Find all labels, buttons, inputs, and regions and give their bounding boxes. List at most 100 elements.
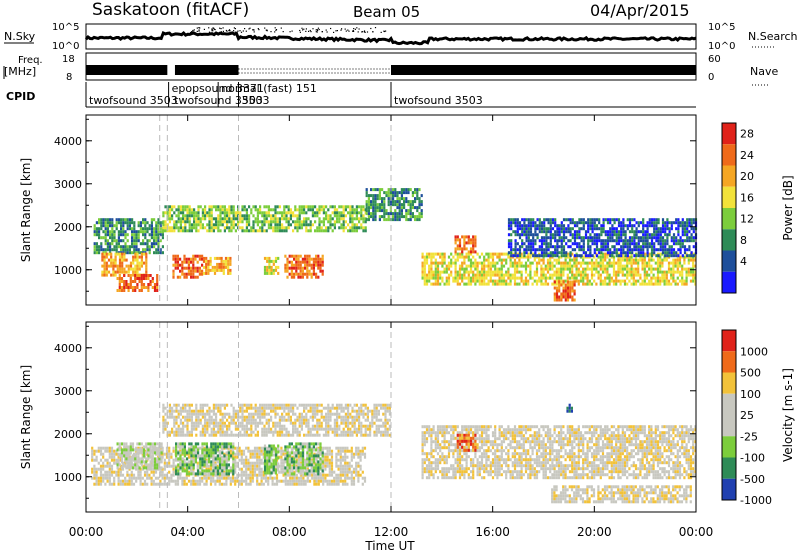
power-cell — [609, 236, 612, 240]
power-cell — [664, 233, 667, 237]
power-cell — [436, 270, 440, 274]
power-cell — [230, 223, 233, 227]
velocity-cell — [357, 455, 360, 459]
velocity-cell — [146, 476, 149, 480]
power-cell — [285, 220, 288, 224]
power-cell — [423, 258, 426, 262]
power-cell — [628, 230, 632, 234]
power-cell — [190, 208, 193, 212]
power-cell — [299, 272, 302, 276]
power-cell — [199, 220, 202, 224]
power-cell — [93, 227, 96, 231]
power-cell — [540, 258, 543, 262]
velocity-cell — [163, 461, 166, 465]
velocity-cell — [258, 458, 261, 462]
velocity-cell — [129, 460, 132, 464]
power-cell — [245, 220, 248, 224]
power-cell — [643, 258, 646, 262]
power-cell — [241, 226, 244, 230]
velocity-cell — [253, 446, 257, 450]
power-cell — [212, 223, 215, 227]
power-cell — [648, 282, 651, 286]
power-cell — [635, 236, 638, 240]
nsearch-dot — [257, 28, 259, 30]
power-cell — [644, 245, 647, 249]
power-cell — [222, 271, 225, 275]
velocity-cell — [359, 473, 362, 477]
power-cell — [105, 267, 108, 271]
power-cell — [510, 224, 513, 228]
power-cell — [483, 270, 486, 274]
power-cell — [434, 282, 437, 286]
power-colorbar-seg — [722, 186, 736, 208]
power-cell — [531, 261, 534, 265]
power-cell — [256, 217, 259, 221]
power-cell — [283, 211, 286, 215]
power-cell — [126, 251, 129, 255]
power-cell — [447, 264, 451, 268]
power-cell — [333, 214, 336, 218]
power-cell — [547, 245, 550, 249]
power-cell — [653, 218, 656, 222]
power-cell — [674, 264, 677, 268]
power-cell — [372, 194, 375, 198]
power-cell — [518, 282, 521, 286]
power-cell — [654, 279, 657, 283]
power-cell — [681, 264, 684, 268]
power-cell — [298, 211, 301, 215]
velocity-cell — [145, 451, 148, 455]
power-cell — [553, 295, 556, 299]
power-cell — [659, 264, 662, 268]
power-cell — [394, 194, 397, 198]
velocity-cell — [256, 479, 259, 483]
power-cell — [229, 271, 232, 275]
power-cell — [126, 245, 129, 249]
power-cell — [207, 268, 210, 272]
power-cell — [531, 282, 534, 286]
power-cell — [144, 230, 147, 234]
power-cell — [204, 217, 207, 221]
power-colorbar-seg — [722, 123, 736, 145]
power-cell — [688, 254, 691, 258]
power-cell — [628, 242, 632, 246]
velocity-cell — [249, 482, 252, 486]
power-cell — [208, 226, 211, 230]
power-colorbar-frame — [721, 122, 737, 294]
power-cell — [593, 218, 596, 222]
power-cell — [188, 223, 191, 227]
velocity-cell — [260, 458, 263, 462]
velocity-cell — [335, 476, 338, 480]
power-cell — [685, 273, 688, 277]
power-cell — [185, 272, 188, 276]
power-cell — [545, 227, 548, 231]
power-cell — [182, 208, 185, 212]
power-cell — [571, 242, 574, 246]
power-cell — [156, 283, 159, 286]
power-cell — [177, 211, 180, 215]
power-cell — [491, 282, 495, 286]
velocity-cell — [295, 482, 298, 486]
power-cell — [564, 283, 567, 287]
velocity-cell — [159, 482, 162, 486]
power-cell — [463, 270, 466, 274]
power-cell — [483, 282, 486, 286]
power-cell — [612, 258, 616, 262]
power-cell — [347, 205, 350, 209]
velocity-cell — [260, 473, 263, 477]
power-cell — [690, 224, 693, 228]
power-cell — [223, 217, 226, 221]
freq-trace — [86, 65, 696, 75]
velocity-cell — [97, 461, 100, 465]
power-cell — [626, 258, 629, 262]
power-cell — [562, 270, 565, 274]
power-cell — [206, 229, 209, 233]
power-cell — [137, 221, 140, 225]
velocity-cell — [110, 458, 114, 462]
velocity-cell — [207, 464, 210, 468]
velocity-cell — [352, 479, 356, 483]
power-cell — [278, 229, 281, 233]
velocity-cell — [154, 476, 158, 480]
velocity-cell — [145, 460, 148, 464]
power-cell — [288, 254, 291, 258]
power-cell — [248, 205, 251, 209]
